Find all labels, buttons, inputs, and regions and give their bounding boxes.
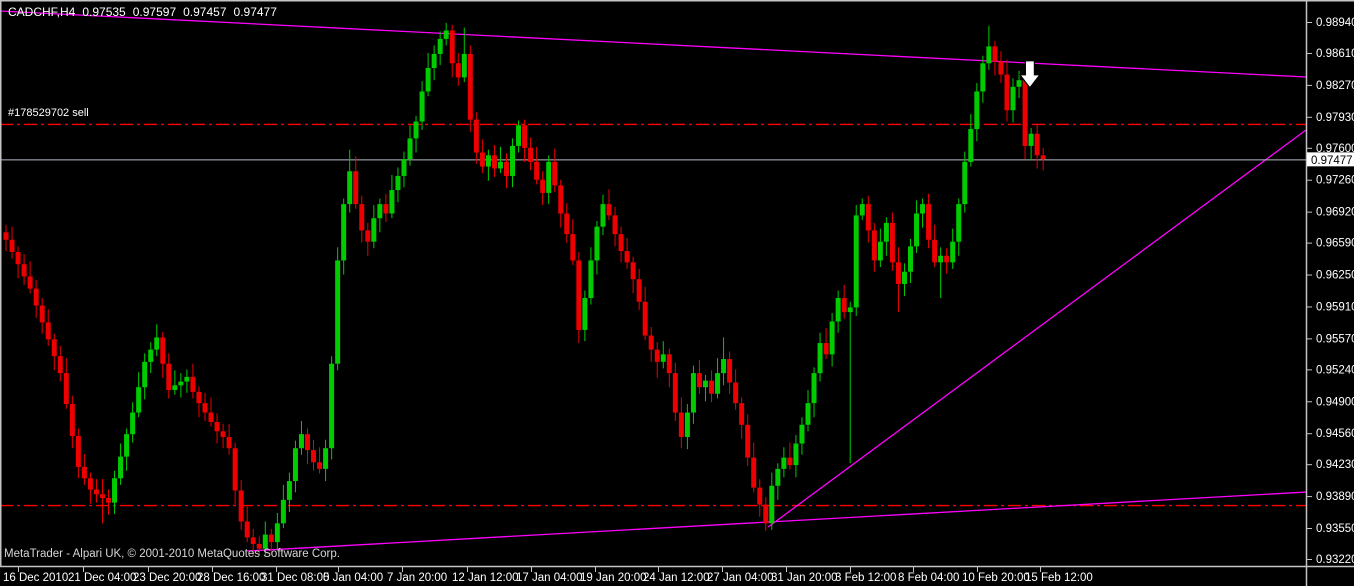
price-label: 0.94230 xyxy=(1316,459,1354,471)
price-label: 0.96250 xyxy=(1316,270,1354,282)
time-label: 31 Jan 20:00 xyxy=(771,572,838,584)
time-label: 17 Jan 04:00 xyxy=(516,572,583,584)
price-label: 0.98940 xyxy=(1316,17,1354,29)
time-label: 10 Feb 20:00 xyxy=(962,572,1030,584)
price-label: 0.97600 xyxy=(1316,143,1354,155)
time-label: 3 Feb 12:00 xyxy=(835,572,896,584)
time-label: 21 Dec 04:00 xyxy=(68,572,136,584)
time-label: 19 Jan 20:00 xyxy=(580,572,647,584)
price-label: 0.94560 xyxy=(1316,428,1354,440)
price-label: 0.95240 xyxy=(1316,364,1354,376)
price-label: 0.96920 xyxy=(1316,207,1354,219)
upper-descending-trendline[interactable] xyxy=(0,10,1307,78)
time-label: 23 Dec 20:00 xyxy=(133,572,201,584)
sell-arrow-icon[interactable] xyxy=(1018,60,1042,89)
time-label: 15 Feb 12:00 xyxy=(1025,572,1093,584)
price-label: 0.95570 xyxy=(1316,333,1354,345)
price-axis: 0.98940 0.98610 0.98270 0.97930 0.97600 0.972… xyxy=(1306,17,1354,566)
time-label: 24 Jan 12:00 xyxy=(643,572,710,584)
price-label: 0.97930 xyxy=(1316,112,1354,124)
trendlines-layer[interactable] xyxy=(0,10,1307,552)
price-label: 0.95910 xyxy=(1316,301,1354,313)
candles-layer xyxy=(3,22,1046,557)
order-lines-layer[interactable] xyxy=(0,123,1306,507)
current-price-value: 0.97477 xyxy=(1311,155,1353,167)
time-label: 12 Jan 12:00 xyxy=(452,572,519,584)
time-label: 5 Jan 04:00 xyxy=(323,572,383,584)
price-label: 0.93890 xyxy=(1316,491,1354,503)
time-label: 31 Dec 08:00 xyxy=(261,572,329,584)
steep-ascending-trendline[interactable] xyxy=(767,129,1307,528)
price-label: 0.93550 xyxy=(1316,523,1354,535)
lower-ascending-trendline[interactable] xyxy=(247,491,1307,552)
price-label: 0.97260 xyxy=(1316,175,1354,187)
price-label: 0.94900 xyxy=(1316,396,1354,408)
time-label: 8 Feb 04:00 xyxy=(898,572,959,584)
time-label: 27 Jan 04:00 xyxy=(707,572,774,584)
price-label: 0.98270 xyxy=(1316,80,1354,92)
time-label: 16 Dec 2010 xyxy=(3,572,68,584)
time-label: 28 Dec 16:00 xyxy=(197,572,265,584)
price-label: 0.98610 xyxy=(1316,48,1354,60)
price-label: 0.93220 xyxy=(1316,554,1354,566)
price-label: 0.96590 xyxy=(1316,238,1354,250)
time-label: 7 Jan 20:00 xyxy=(387,572,447,584)
current-price-badge xyxy=(1307,152,1354,167)
